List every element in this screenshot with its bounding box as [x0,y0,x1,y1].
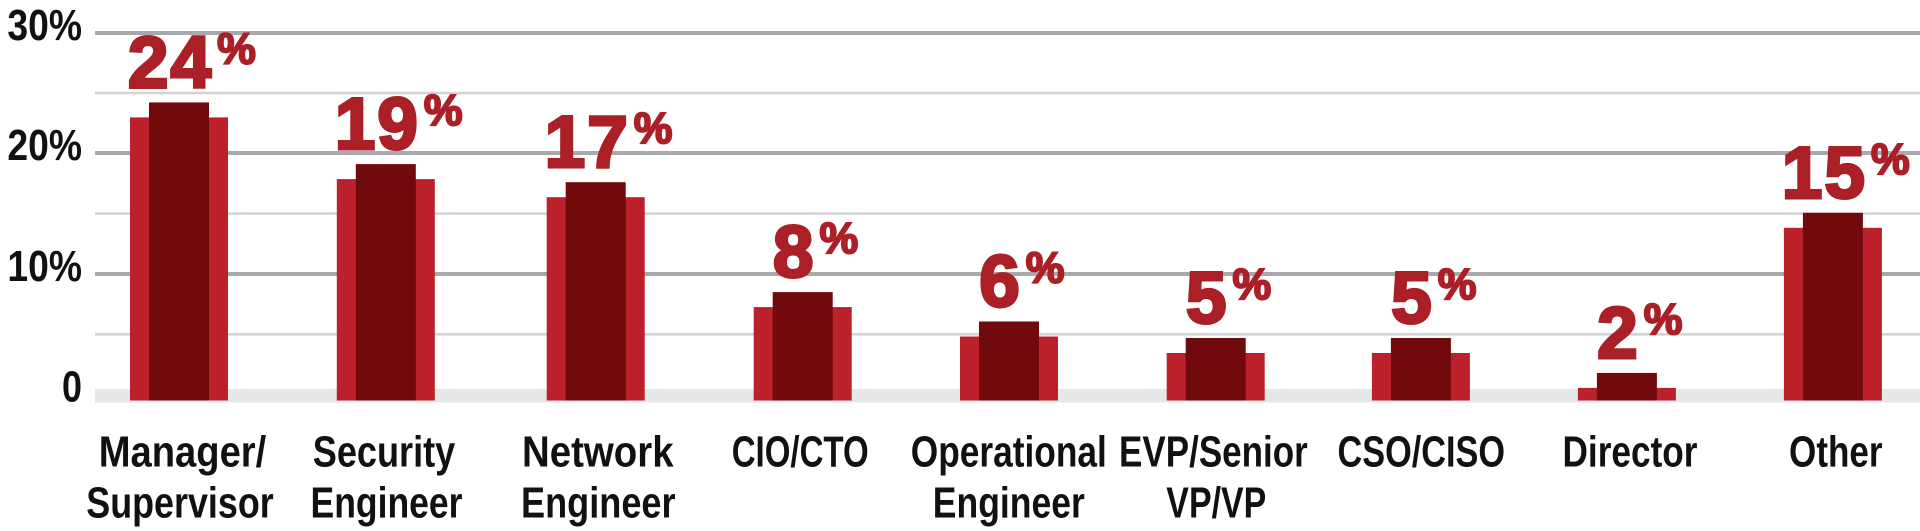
svg-text:%: % [1232,261,1271,309]
svg-text:24: 24 [128,22,213,103]
svg-text:%: % [1438,261,1477,309]
svg-text:Security: Security [313,428,456,477]
svg-text:Supervisor: Supervisor [86,479,274,528]
svg-text:VP/VP: VP/VP [1166,479,1266,528]
svg-text:19: 19 [335,84,420,165]
svg-text:Manager/: Manager/ [99,428,267,477]
svg-text:%: % [424,87,463,135]
svg-text:Engineer: Engineer [521,479,676,528]
svg-text:Director: Director [1563,428,1698,477]
svg-text:10%: 10% [7,242,82,291]
svg-text:6: 6 [979,242,1022,323]
svg-text:EVP/Senior: EVP/Senior [1119,428,1308,477]
svg-text:%: % [217,25,256,73]
svg-text:20%: 20% [7,121,82,170]
svg-text:Engineer: Engineer [311,479,463,528]
svg-text:5: 5 [1186,258,1229,339]
svg-text:8: 8 [773,212,816,293]
svg-text:Other: Other [1789,428,1883,477]
svg-text:5: 5 [1391,258,1434,339]
svg-text:17: 17 [545,102,630,183]
svg-text:CIO/CTO: CIO/CTO [732,428,869,477]
svg-text:30%: 30% [7,1,82,50]
svg-text:CSO/CISO: CSO/CISO [1338,428,1506,477]
svg-text:0: 0 [62,363,82,412]
svg-text:Engineer: Engineer [933,479,1085,528]
svg-text:Network: Network [522,428,674,477]
svg-text:15: 15 [1782,133,1867,214]
svg-text:Operational: Operational [911,428,1107,477]
svg-text:%: % [819,215,858,263]
svg-text:%: % [1026,245,1065,293]
svg-text:%: % [1644,296,1683,344]
svg-text:%: % [1871,136,1910,184]
svg-text:%: % [634,105,673,153]
svg-text:2: 2 [1597,293,1640,374]
